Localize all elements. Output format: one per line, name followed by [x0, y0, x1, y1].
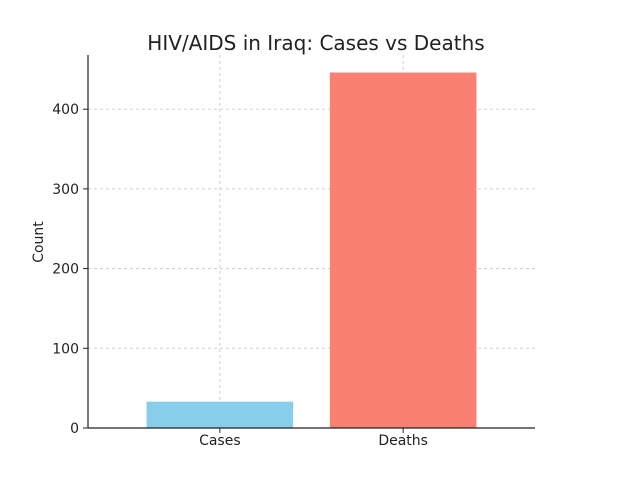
bar-cases — [146, 401, 294, 428]
bars — [146, 72, 477, 429]
x-axis-ticks: Cases Deaths — [199, 428, 428, 449]
y-tick-label: 400 — [52, 102, 79, 118]
y-axis-ticks: 0 100 200 300 400 — [52, 102, 88, 437]
y-axis-label: Count — [31, 221, 47, 263]
y-tick-label: 200 — [52, 262, 79, 278]
chart-title: HIV/AIDS in Iraq: Cases vs Deaths — [147, 31, 484, 55]
x-tick-label: Cases — [199, 433, 241, 449]
axes — [87, 55, 535, 429]
y-tick-label: 0 — [70, 421, 79, 437]
y-tick-label: 300 — [52, 182, 79, 198]
bar-deaths — [329, 72, 477, 429]
x-tick-label: Deaths — [378, 433, 428, 449]
y-tick-label: 100 — [52, 341, 79, 357]
